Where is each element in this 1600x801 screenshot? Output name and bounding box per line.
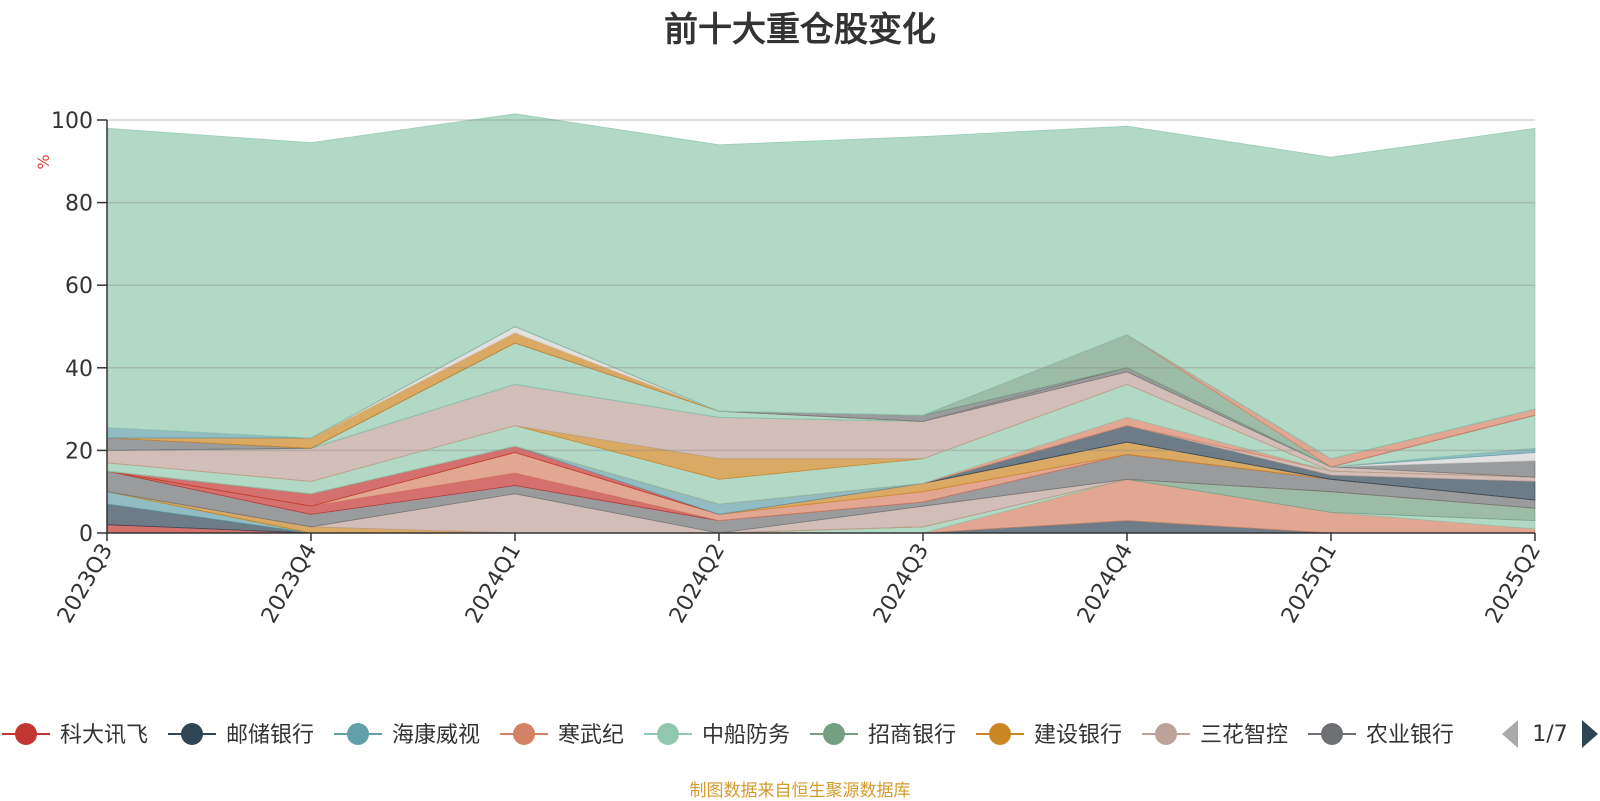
legend-item-2[interactable]: 海康威视 — [334, 723, 480, 748]
legend-label: 招商银行 — [868, 723, 956, 748]
x-tick-label-1: 2023Q4 — [257, 540, 322, 628]
legend-pager: 1/7 — [1502, 720, 1598, 748]
x-tick-label-4: 2024Q3 — [869, 540, 934, 628]
legend-item-0[interactable]: 科大讯飞 — [2, 723, 148, 748]
legend-circle-icon — [657, 723, 679, 745]
y-tick-label-1: 20 — [65, 439, 93, 464]
grid-lines — [107, 119, 1535, 452]
area-series-31 — [106, 113, 1536, 460]
legend: 科大讯飞 邮储银行 海康威视 寒武纪 中船防务 招商银行 建设银行 三花智控 农业银行 — [2, 723, 1454, 748]
x-tick-label-7: 2025Q2 — [1481, 540, 1546, 628]
x-tick-label-3: 2024Q2 — [665, 540, 730, 628]
data-source-note: 制图数据来自恒生聚源数据库 — [689, 781, 911, 801]
x-tick-label-2: 2024Q1 — [461, 540, 526, 628]
legend-circle-icon — [15, 723, 37, 745]
area-series-group — [106, 113, 1536, 534]
legend-item-4[interactable]: 中船防务 — [644, 723, 790, 748]
x-tick-label-5: 2024Q4 — [1073, 540, 1138, 628]
legend-label: 寒武纪 — [558, 723, 624, 748]
legend-item-6[interactable]: 建设银行 — [976, 723, 1122, 748]
legend-item-5[interactable]: 招商银行 — [810, 723, 956, 748]
legend-next-arrow-icon[interactable] — [1582, 720, 1598, 748]
legend-circle-icon — [989, 723, 1011, 745]
legend-label: 三花智控 — [1200, 723, 1288, 748]
chart-title: 前十大重仓股变化 — [664, 10, 936, 50]
legend-label: 科大讯飞 — [60, 723, 148, 748]
legend-label: 建设银行 — [1034, 723, 1122, 748]
legend-circle-icon — [1155, 723, 1177, 745]
legend-prev-arrow-icon[interactable] — [1502, 720, 1518, 748]
legend-circle-icon — [823, 723, 845, 745]
legend-circle-icon — [181, 723, 203, 745]
legend-circle-icon — [513, 723, 535, 745]
y-tick-label-3: 60 — [65, 274, 93, 299]
x-tick-label-6: 2025Q1 — [1277, 540, 1342, 628]
legend-label: 海康威视 — [392, 723, 480, 748]
legend-label: 邮储银行 — [226, 723, 314, 748]
legend-label: 农业银行 — [1366, 723, 1454, 748]
y-tick-label-0: 0 — [79, 522, 93, 547]
legend-item-8[interactable]: 农业银行 — [1308, 723, 1454, 748]
legend-item-7[interactable]: 三花智控 — [1142, 723, 1288, 748]
legend-item-1[interactable]: 邮储银行 — [168, 723, 314, 748]
y-tick-label-2: 40 — [65, 357, 93, 382]
y-tick-label-5: 100 — [51, 109, 93, 134]
y-axis-unit: % — [34, 154, 53, 169]
legend-label: 中船防务 — [702, 723, 790, 748]
legend-item-3[interactable]: 寒武纪 — [500, 723, 624, 748]
x-tick-label-0: 2023Q3 — [53, 540, 118, 628]
legend-circle-icon — [1321, 723, 1343, 745]
legend-circle-icon — [347, 723, 369, 745]
y-tick-label-4: 80 — [65, 192, 93, 217]
legend-page-indicator: 1/7 — [1532, 722, 1567, 747]
